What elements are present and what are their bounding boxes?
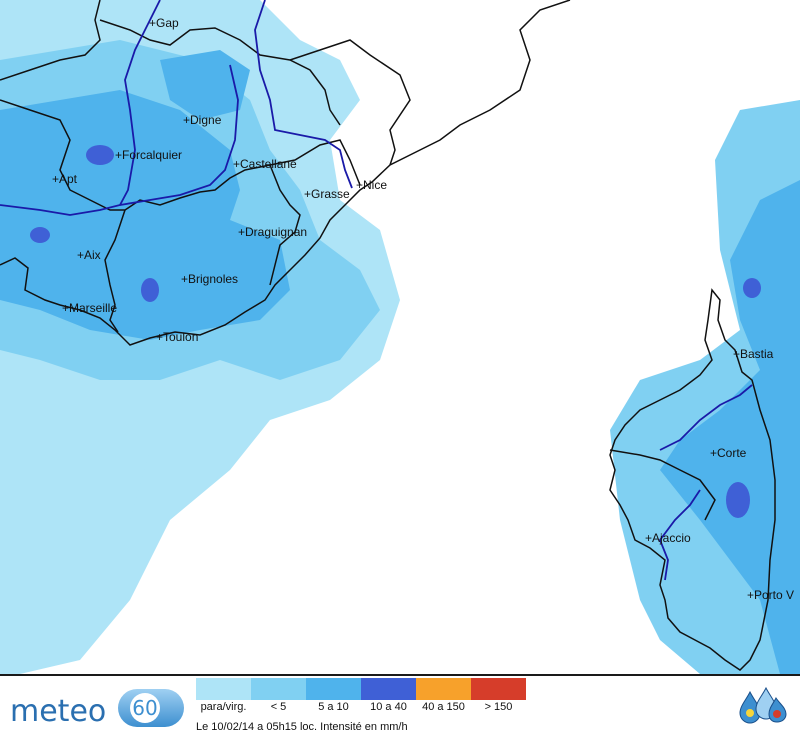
city-label: +Ajaccio	[645, 531, 691, 545]
city-label: +Corte	[710, 446, 747, 460]
city-labels: +Gap +Digne +Forcalquier +Castellane +Ap…	[52, 16, 794, 602]
dept-border	[0, 99, 361, 211]
legend-label: 5 a 10	[318, 701, 349, 713]
legend-label: > 150	[484, 701, 513, 713]
legend-swatch	[471, 678, 526, 700]
city-label: +Forcalquier	[115, 148, 182, 162]
legend-swatch	[416, 678, 471, 700]
timestamp-caption: Le 10/02/14 a 05h15 loc. Intensité en mm…	[196, 721, 408, 733]
water-drops-icon	[739, 686, 787, 724]
precip-5a10-2	[160, 50, 250, 120]
city-label: +Castellane	[233, 157, 297, 171]
rivers-layer	[0, 0, 753, 581]
precip-10a40-spot	[30, 227, 50, 243]
legend-swatch	[361, 678, 416, 700]
legend-swatch	[251, 678, 306, 700]
legend-labels: para/virg. < 5 5 a 10 10 a 40 40 a 150 >…	[196, 701, 526, 713]
dept-border-3	[269, 164, 301, 286]
precip-east-5a10	[660, 180, 800, 674]
city-label: +Apt	[52, 172, 78, 186]
river-durance	[0, 0, 161, 216]
dept-border-4	[99, 19, 341, 126]
city-label: +Brignoles	[181, 272, 238, 286]
legend-swatches	[196, 678, 526, 700]
dept-border-2	[104, 209, 126, 333]
legend-swatch	[306, 678, 361, 700]
city-label: +Digne	[183, 113, 222, 127]
precip-10a40-spot	[86, 145, 114, 165]
radar-map: +Gap +Digne +Forcalquier +Castellane +Ap…	[0, 0, 800, 674]
legend-swatch	[196, 678, 251, 700]
precip-10a40-spot	[726, 482, 750, 518]
intensity-legend: para/virg. < 5 5 a 10 10 a 40 40 a 150 >…	[196, 678, 526, 713]
logo-text: meteo	[10, 694, 107, 729]
precip-5a10	[0, 90, 290, 340]
border-italy	[289, 39, 411, 166]
city-label: +Bastia	[733, 347, 774, 361]
river-corsica-1	[659, 384, 753, 451]
legend-label: < 5	[270, 701, 287, 713]
coastline-corsica	[609, 288, 776, 671]
legend-label: 40 a 150	[422, 701, 465, 713]
precip-10a40-spot	[743, 278, 761, 298]
river-verdon	[119, 64, 239, 206]
legend-label: 10 a 40	[370, 701, 407, 713]
precipitation-layer	[0, 0, 800, 674]
precip-10a40-spot	[141, 278, 159, 302]
logo-number: 60	[130, 693, 160, 723]
city-label: +Draguignan	[238, 225, 307, 239]
map-canvas: +Gap +Digne +Forcalquier +Castellane +Ap…	[0, 0, 800, 674]
city-label: +Gap	[149, 16, 179, 30]
logo-badge: 60	[118, 689, 184, 727]
footer-bar: meteo 60 para/virg. < 5 5 a 10 10 a 40 4…	[0, 674, 800, 738]
city-label: +Grasse	[304, 187, 350, 201]
river-var	[254, 0, 353, 189]
city-label: +Toulon	[156, 330, 198, 344]
dept-border-corsica	[609, 449, 716, 521]
river-corsica-2	[658, 489, 701, 581]
precip-para-virg-2	[30, 410, 150, 560]
legend-label: para/virg.	[200, 701, 247, 713]
city-label: +Nice	[356, 178, 387, 192]
dept-border-5	[0, 0, 101, 81]
city-label: +Aix	[77, 248, 101, 262]
coastline-mainland	[0, 0, 571, 346]
borders-layer	[0, 0, 776, 671]
meteo60-logo: meteo 60	[6, 684, 186, 729]
city-label: +Marseille	[62, 301, 117, 315]
city-label: +Porto V	[747, 588, 794, 602]
